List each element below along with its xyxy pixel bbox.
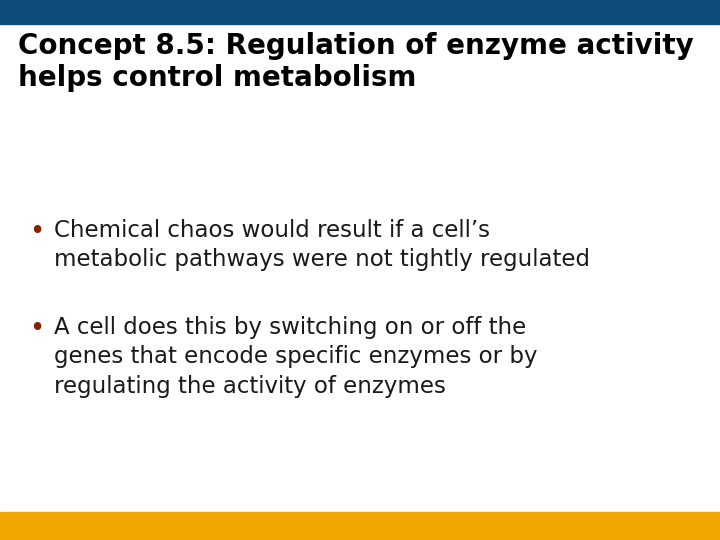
Text: © 2011 Pearson Education, Inc.: © 2011 Pearson Education, Inc. xyxy=(13,519,201,532)
Bar xyxy=(0,512,720,540)
Text: •: • xyxy=(29,316,44,342)
Text: A cell does this by switching on or off the
genes that encode specific enzymes o: A cell does this by switching on or off … xyxy=(54,316,538,397)
Bar xyxy=(0,0,720,24)
Text: Chemical chaos would result if a cell’s
metabolic pathways were not tightly regu: Chemical chaos would result if a cell’s … xyxy=(54,219,590,271)
Text: Concept 8.5: Regulation of enzyme activity
helps control metabolism: Concept 8.5: Regulation of enzyme activi… xyxy=(18,32,694,92)
Text: •: • xyxy=(29,219,44,245)
